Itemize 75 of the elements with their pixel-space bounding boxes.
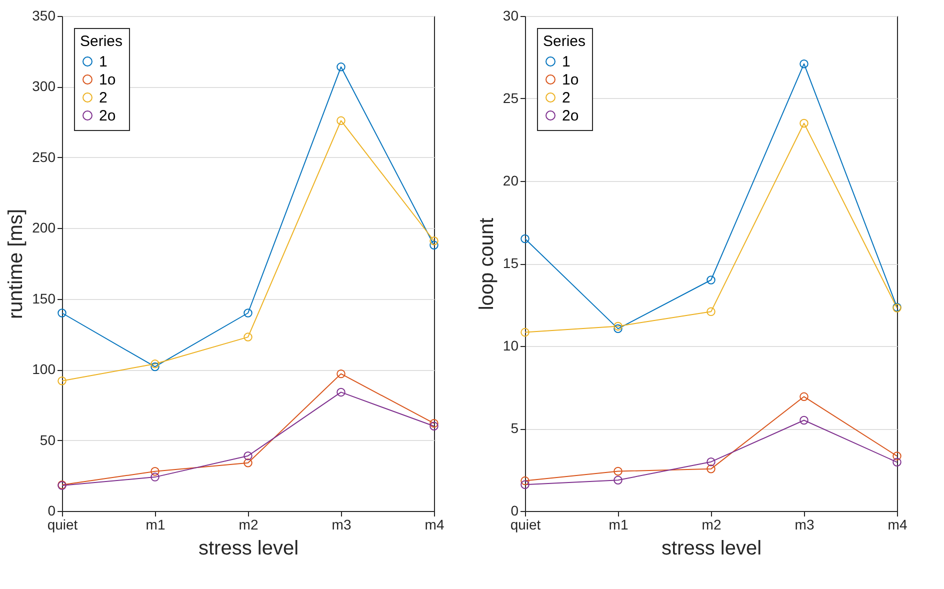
legend-label: 1o [562, 72, 579, 88]
y-tick-label: 5 [510, 420, 519, 436]
y-tick-label: 15 [502, 255, 519, 271]
legend-label: 1 [99, 54, 108, 70]
legend-label: 2o [562, 108, 579, 124]
y-tick-label: 0 [510, 502, 519, 518]
point [520, 480, 530, 489]
x-tick-label: m2 [702, 516, 722, 532]
point [892, 458, 902, 467]
point [58, 376, 66, 386]
legend-label: 2 [99, 90, 108, 106]
point [520, 476, 530, 486]
x-tick-label: m1 [146, 516, 166, 532]
y-tick-label: 10 [502, 338, 519, 354]
y-tick-label: 250 [32, 148, 56, 165]
point [150, 472, 160, 482]
point [706, 464, 716, 474]
x-tick-label: m2 [238, 516, 258, 532]
legend-label: 2o [99, 108, 116, 124]
point [892, 452, 902, 460]
legend-label: 1o [99, 72, 116, 88]
point [244, 451, 252, 460]
legend-title: Series [80, 33, 123, 50]
x-tick-label: m4 [424, 516, 444, 532]
y-tick-label: 25 [502, 90, 519, 106]
y-tick-label: 50 [40, 432, 56, 448]
point [706, 276, 716, 284]
legend-title: Series [543, 33, 586, 50]
y-tick-label: 100 [32, 361, 56, 378]
point [614, 324, 622, 334]
point [244, 308, 252, 318]
point [244, 332, 252, 342]
x-tick-label: m3 [794, 516, 814, 532]
point [58, 308, 66, 318]
point [520, 328, 530, 337]
point [614, 466, 622, 476]
point [430, 422, 438, 431]
point [336, 62, 346, 72]
point [614, 476, 622, 485]
legend-label: 1 [562, 54, 570, 70]
point [800, 59, 808, 68]
point [706, 457, 716, 466]
point [150, 360, 160, 368]
x-axis-title: stress level [198, 538, 299, 560]
point [150, 362, 160, 372]
point [336, 388, 346, 397]
x-tick-label: m1 [608, 516, 628, 532]
point [800, 118, 808, 128]
y-tick-label: 150 [32, 290, 56, 306]
point [800, 416, 808, 425]
legend-label: 2 [562, 90, 570, 106]
point [430, 418, 438, 428]
y-axis-title: loop count [476, 217, 498, 310]
y-tick-label: 30 [502, 8, 519, 24]
x-tick-label: quiet [510, 516, 541, 532]
point [336, 116, 346, 126]
y-tick-label: 350 [32, 8, 56, 24]
point [430, 236, 438, 246]
y-axis-title: runtime [ms] [5, 208, 28, 320]
point [520, 234, 530, 244]
point [244, 458, 252, 468]
x-tick-label: m3 [332, 516, 352, 532]
y-tick-label: 200 [32, 220, 56, 236]
x-axis-title: stress level [661, 538, 762, 560]
y-tick-label: 0 [48, 502, 56, 518]
point [614, 322, 622, 331]
point [336, 369, 346, 378]
x-tick-label: m4 [888, 516, 908, 532]
y-tick-label: 20 [502, 172, 519, 188]
point [706, 307, 716, 316]
point [430, 240, 438, 250]
point [800, 392, 808, 402]
point [150, 467, 160, 476]
y-tick-label: 300 [32, 78, 56, 94]
x-tick-label: quiet [47, 516, 78, 532]
